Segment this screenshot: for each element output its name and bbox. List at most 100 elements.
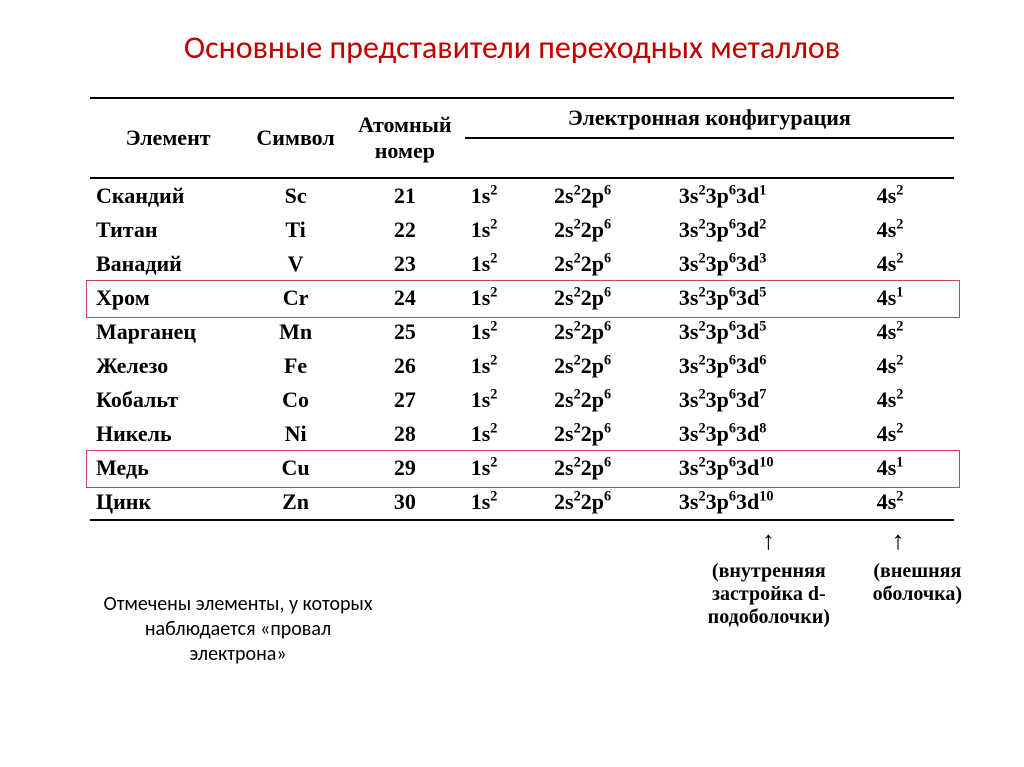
cell-config-3s3p3d: 3s23p63d2 <box>673 213 871 247</box>
cell-element: Скандий <box>90 178 246 213</box>
page: Основные представители переходных металл… <box>0 0 1024 767</box>
cell-config-3s3p3d: 3s23p63d1 <box>673 178 871 213</box>
cell-element: Титан <box>90 213 246 247</box>
cell-atomic-number: 30 <box>345 485 465 520</box>
cell-config-1s: 1s2 <box>465 178 548 213</box>
cell-element: Медь <box>90 451 246 485</box>
cell-config-2s2p: 2s22p6 <box>548 281 673 315</box>
annot-inner-l1: (внутренняя <box>712 560 826 582</box>
cell-atomic-number: 23 <box>345 247 465 281</box>
page-title: Основные представители переходных металл… <box>0 28 1024 67</box>
cell-element: Кобальт <box>90 383 246 417</box>
caption-l2: наблюдается «провал <box>145 617 331 641</box>
cell-symbol: Co <box>246 383 345 417</box>
cell-config-3s3p3d: 3s23p63d7 <box>673 383 871 417</box>
cell-config-1s: 1s2 <box>465 213 548 247</box>
cell-element: Цинк <box>90 485 246 520</box>
col-header-blank-4 <box>871 138 954 178</box>
arrow-up-icon: ↑ <box>892 526 905 556</box>
cell-atomic-number: 25 <box>345 315 465 349</box>
cell-symbol: Ni <box>246 417 345 451</box>
table-head: Элемент Символ Атомный номер Электронная… <box>90 98 954 178</box>
annot-inner-l3: подоболочки) <box>708 606 830 628</box>
caption-left: Отмечены элементы, у которых наблюдается… <box>78 592 398 667</box>
col-header-element: Элемент <box>90 98 246 178</box>
cell-symbol: Cr <box>246 281 345 315</box>
cell-config-1s: 1s2 <box>465 417 548 451</box>
table-row: КобальтCo271s22s22p63s23p63d74s2 <box>90 383 954 417</box>
cell-config-4s: 4s2 <box>871 315 954 349</box>
cell-config-1s: 1s2 <box>465 485 548 520</box>
cell-config-4s: 4s2 <box>871 383 954 417</box>
cell-symbol: Ti <box>246 213 345 247</box>
cell-config-4s: 4s1 <box>871 281 954 315</box>
caption-l1: Отмечены элементы, у которых <box>103 592 372 616</box>
cell-symbol: Cu <box>246 451 345 485</box>
cell-config-3s3p3d: 3s23p63d10 <box>673 485 871 520</box>
cell-config-2s2p: 2s22p6 <box>548 383 673 417</box>
cell-element: Железо <box>90 349 246 383</box>
cell-config-3s3p3d: 3s23p63d8 <box>673 417 871 451</box>
cell-config-2s2p: 2s22p6 <box>548 417 673 451</box>
table-row: ХромCr241s22s22p63s23p63d54s1 <box>90 281 954 315</box>
cell-symbol: Sc <box>246 178 345 213</box>
cell-atomic-number: 27 <box>345 383 465 417</box>
cell-element: Марганец <box>90 315 246 349</box>
caption-l3: электрона» <box>189 642 286 666</box>
col-header-atomic-number: Атомный номер <box>345 98 465 178</box>
cell-config-1s: 1s2 <box>465 281 548 315</box>
cell-element: Ванадий <box>90 247 246 281</box>
table-row: СкандийSc211s22s22p63s23p63d14s2 <box>90 178 954 213</box>
cell-config-1s: 1s2 <box>465 315 548 349</box>
cell-config-4s: 4s2 <box>871 349 954 383</box>
cell-atomic-number: 21 <box>345 178 465 213</box>
cell-symbol: V <box>246 247 345 281</box>
cell-config-3s3p3d: 3s23p63d6 <box>673 349 871 383</box>
cell-element: Никель <box>90 417 246 451</box>
cell-element: Хром <box>90 281 246 315</box>
cell-atomic-number: 22 <box>345 213 465 247</box>
cell-symbol: Zn <box>246 485 345 520</box>
table-body: СкандийSc211s22s22p63s23p63d14s2ТитанTi2… <box>90 178 954 520</box>
col-header-symbol: Символ <box>246 98 345 178</box>
cell-atomic-number: 24 <box>345 281 465 315</box>
cell-config-4s: 4s2 <box>871 247 954 281</box>
col-header-atomic-l1: Атомный <box>358 112 451 137</box>
cell-config-2s2p: 2s22p6 <box>548 315 673 349</box>
cell-config-4s: 4s2 <box>871 178 954 213</box>
cell-config-4s: 4s2 <box>871 485 954 520</box>
table-container: Элемент Символ Атомный номер Электронная… <box>90 97 954 521</box>
cell-config-2s2p: 2s22p6 <box>548 349 673 383</box>
table-row: МарганецMn251s22s22p63s23p63d54s2 <box>90 315 954 349</box>
cell-config-1s: 1s2 <box>465 451 548 485</box>
col-header-atomic-l2: номер <box>375 138 435 163</box>
col-header-config: Электронная конфигурация <box>465 98 954 138</box>
annot-outer-l2: оболочка) <box>873 583 962 605</box>
table-row: МедьCu291s22s22p63s23p63d104s1 <box>90 451 954 485</box>
cell-symbol: Mn <box>246 315 345 349</box>
cell-config-3s3p3d: 3s23p63d5 <box>673 281 871 315</box>
annotation-outer-shell: (внешняя оболочка) <box>841 560 994 606</box>
annot-inner-l2: застройка d- <box>712 583 826 605</box>
table-row: ЖелезоFe261s22s22p63s23p63d64s2 <box>90 349 954 383</box>
col-header-blank-3 <box>673 138 871 178</box>
col-header-blank-2 <box>548 138 673 178</box>
table-row: ТитанTi221s22s22p63s23p63d24s2 <box>90 213 954 247</box>
cell-atomic-number: 26 <box>345 349 465 383</box>
cell-config-1s: 1s2 <box>465 349 548 383</box>
cell-config-4s: 4s2 <box>871 417 954 451</box>
cell-config-2s2p: 2s22p6 <box>548 213 673 247</box>
cell-config-2s2p: 2s22p6 <box>548 247 673 281</box>
cell-config-1s: 1s2 <box>465 247 548 281</box>
col-header-blank-1 <box>465 138 548 178</box>
cell-config-2s2p: 2s22p6 <box>548 451 673 485</box>
cell-config-3s3p3d: 3s23p63d10 <box>673 451 871 485</box>
arrow-up-icon: ↑ <box>762 526 775 556</box>
table-row: НикельNi281s22s22p63s23p63d84s2 <box>90 417 954 451</box>
table-row: ВанадийV231s22s22p63s23p63d34s2 <box>90 247 954 281</box>
cell-atomic-number: 28 <box>345 417 465 451</box>
cell-config-4s: 4s1 <box>871 451 954 485</box>
table-row: ЦинкZn301s22s22p63s23p63d104s2 <box>90 485 954 520</box>
cell-config-2s2p: 2s22p6 <box>548 485 673 520</box>
annot-outer-l1: (внешняя <box>873 560 961 582</box>
